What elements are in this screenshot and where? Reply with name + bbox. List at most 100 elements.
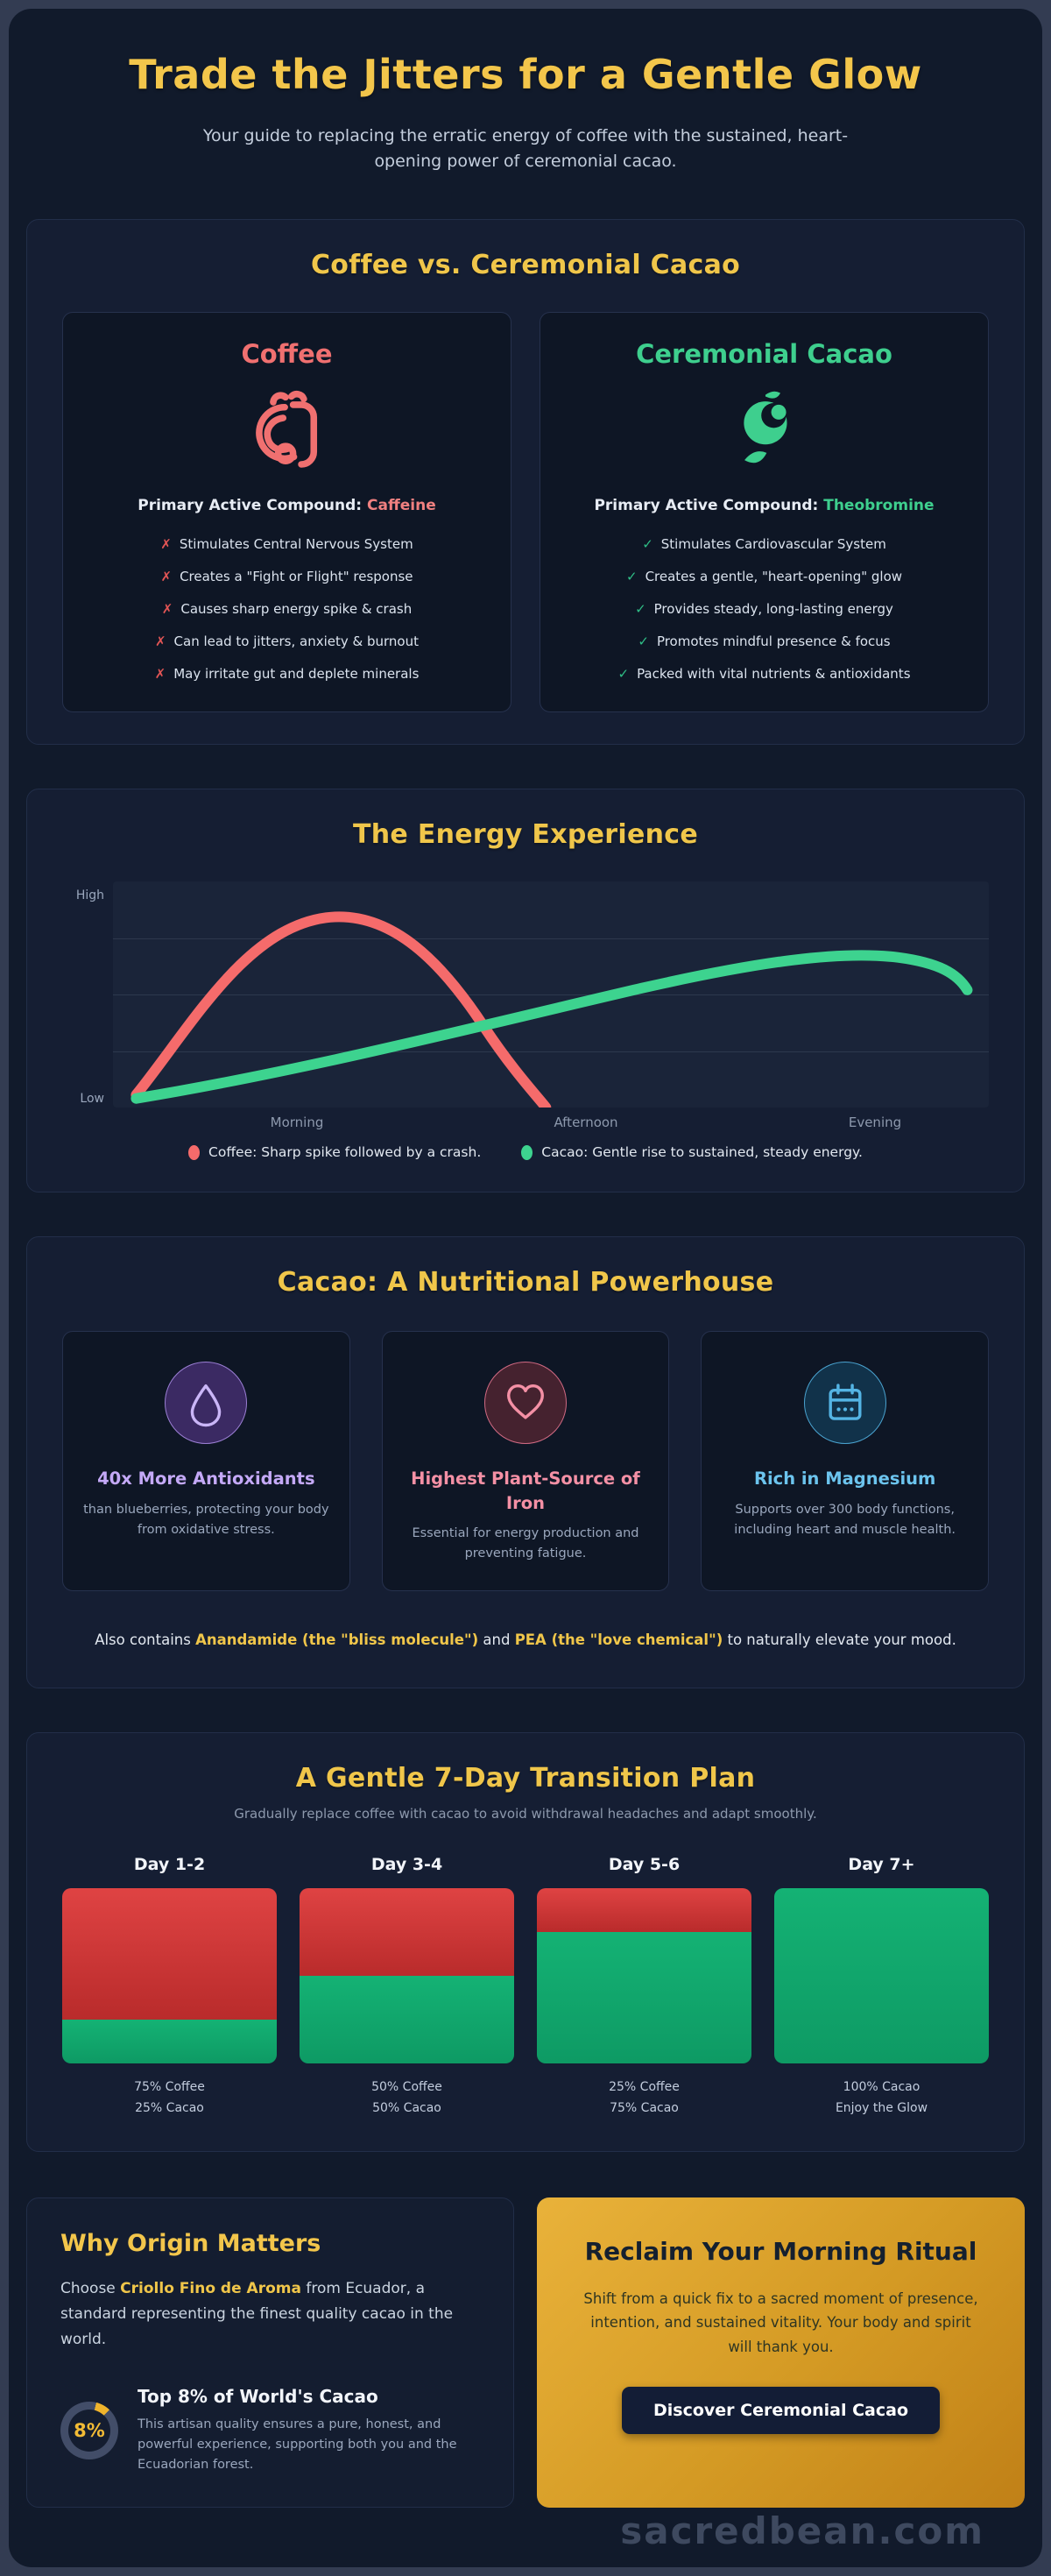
caption-line1: 100% Cacao	[843, 2080, 921, 2095]
cross-icon: ✗	[154, 633, 166, 650]
cacao-legend-label: Cacao: Gentle rise to sustained, steady …	[541, 1144, 863, 1161]
coffee-compound-value: Caffeine	[367, 496, 436, 514]
x-axis: Morning Afternoon Evening	[113, 1115, 989, 1137]
day-column-3: Day 5-6 25% Coffee 75% Cacao	[537, 1855, 751, 2120]
discover-cacao-button[interactable]: Discover Ceremonial Cacao	[622, 2386, 940, 2434]
cacao-point-text: Packed with vital nutrients & antioxidan…	[637, 666, 911, 683]
y-axis-label-high: High	[75, 888, 104, 903]
check-icon: ✓	[642, 536, 653, 553]
cross-icon: ✗	[160, 536, 172, 553]
legend-item-coffee: Coffee: Sharp spike followed by a crash.	[188, 1144, 481, 1160]
caption-line2: 25% Cacao	[135, 2101, 204, 2116]
energy-heading: The Energy Experience	[353, 819, 698, 851]
antioxidants-title: 40x More Antioxidants	[97, 1468, 315, 1490]
check-icon: ✓	[638, 633, 649, 650]
coffee-point-text: Creates a "Fight or Flight" response	[180, 569, 413, 585]
energy-chart: High Low	[62, 881, 989, 1108]
droplet-icon	[191, 1384, 222, 1427]
coffee-compound: Primary Active Compound: Caffeine	[86, 495, 488, 518]
coffee-curve	[136, 917, 546, 1108]
cross-icon: ✗	[161, 601, 173, 618]
gridline	[113, 1051, 989, 1052]
caption-line1: 25% Coffee	[609, 2080, 680, 2095]
mood-footnote: Also contains Anandamide (the "bliss mol…	[79, 1628, 972, 1652]
page-subtitle: Your guide to replacing the erratic ener…	[202, 125, 849, 172]
day-column-4: Day 7+ 100% Cacao Enjoy the Glow	[774, 1855, 989, 2120]
coffee-point: ✗ Creates a "Fight or Flight" response	[86, 569, 488, 584]
day-label: Day 5-6	[608, 1855, 681, 1875]
cacao-point: ✓ Packed with vital nutrients & antioxida…	[563, 666, 965, 682]
cacao-point: ✓ Promotes mindful presence & focus	[563, 633, 965, 649]
eight-percent-donut-chart: 8%	[60, 2401, 118, 2459]
check-icon: ✓	[635, 601, 646, 618]
stacked-bar	[62, 1888, 277, 2064]
cta-body: Shift from a quick fix to a sacred momen…	[583, 2290, 978, 2355]
cta-heading: Reclaim Your Morning Ritual	[584, 2236, 977, 2266]
coffee-point-text: Causes sharp energy spike & crash	[180, 601, 413, 618]
calendar-icon	[829, 1384, 862, 1421]
stacked-bar	[300, 1888, 514, 2064]
donut-value: 8%	[74, 2419, 105, 2441]
day-label: Day 3-4	[370, 1855, 443, 1875]
cacao-point-text: Creates a gentle, "heart-opening" glow	[645, 569, 903, 585]
legend-item-cacao: Cacao: Gentle rise to sustained, steady …	[521, 1144, 863, 1160]
x-axis-label-afternoon: Afternoon	[554, 1115, 618, 1131]
cacao-card-title: Ceremonial Cacao	[636, 338, 892, 369]
cacao-point: ✓ Creates a gentle, "heart-opening" glow	[563, 569, 965, 584]
header: Trade the Jitters for a Gentle Glow Your…	[26, 49, 1025, 175]
caption-line2: Enjoy the Glow	[835, 2101, 928, 2116]
coffee-point-text: Stimulates Central Nervous System	[179, 536, 413, 553]
cacao-card: Ceremonial Cacao Primary Active Compound…	[540, 311, 989, 713]
gridline	[113, 994, 989, 996]
nutrition-section: Cacao: A Nutritional Powerhouse 40x More…	[26, 1236, 1025, 1689]
cacao-curve	[136, 956, 967, 1099]
origin-paragraph: Choose Criollo Fino de Aroma from Ecuado…	[60, 2276, 480, 2353]
caption-line1: 50% Coffee	[371, 2080, 442, 2095]
icon-circle	[803, 1362, 886, 1445]
footnote-prefix: Also contains	[95, 1631, 196, 1649]
transition-heading: A Gentle 7-Day Transition Plan	[295, 1763, 756, 1794]
coffee-point: ✗ Stimulates Central Nervous System	[86, 536, 488, 552]
cacao-legend-dot	[521, 1144, 533, 1160]
coffee-point: ✗ May irritate gut and deplete minerals	[86, 666, 488, 682]
page-title: Trade the Jitters for a Gentle Glow	[129, 51, 922, 98]
day-caption: 25% Coffee 75% Cacao	[537, 2077, 751, 2120]
coffee-segment	[300, 1888, 514, 1977]
heart-icon	[506, 1384, 544, 1419]
cta-section: Reclaim Your Morning Ritual Shift from a…	[537, 2197, 1025, 2509]
coffee-compound-label: Primary Active Compound:	[138, 496, 363, 514]
cacao-point-text: Promotes mindful presence & focus	[656, 633, 891, 650]
comparison-heading: Coffee vs. Ceremonial Cacao	[310, 249, 741, 280]
transition-subtitle: Gradually replace coffee with cacao to a…	[234, 1806, 817, 1822]
stat-body: This artisan quality ensures a pure, hon…	[138, 2417, 457, 2472]
cacao-point: ✓ Stimulates Cardiovascular System	[563, 536, 965, 552]
x-axis-label-evening: Evening	[848, 1115, 902, 1131]
cacao-pod-icon	[743, 391, 787, 463]
check-icon: ✓	[617, 666, 630, 683]
watermark: sacredbean.com	[620, 2509, 984, 2552]
x-axis-label-morning: Morning	[270, 1115, 324, 1131]
check-icon: ✓	[625, 569, 638, 585]
cross-icon: ✗	[160, 569, 173, 585]
coffee-points-list: ✗ Stimulates Central Nervous System ✗ Crea…	[86, 536, 488, 682]
magnesium-body: Supports over 300 body functions, includ…	[734, 1502, 956, 1537]
magnesium-title: Rich in Magnesium	[753, 1468, 936, 1490]
day-column-1: Day 1-2 75% Coffee 25% Cacao	[62, 1855, 277, 2120]
energy-plot-area	[113, 881, 989, 1108]
chart-legend: Coffee: Sharp spike followed by a crash.…	[62, 1144, 989, 1160]
pea-highlight: PEA (the "love chemical")	[514, 1631, 723, 1649]
anandamide-highlight: Anandamide (the "bliss molecule")	[195, 1631, 479, 1649]
cacao-compound-value: Theobromine	[823, 496, 935, 514]
y-axis-label-low: Low	[80, 1092, 104, 1107]
iron-title: Highest Plant-Source of Iron	[411, 1468, 640, 1513]
stacked-bar	[537, 1888, 751, 2064]
magnesium-card: Rich in Magnesium Supports over 300 body…	[701, 1331, 989, 1592]
cacao-compound-label: Primary Active Compound:	[594, 496, 819, 514]
transition-bars: Day 1-2 75% Coffee 25% Cacao Day 3-4 50%	[62, 1855, 989, 2120]
cacao-compound: Primary Active Compound: Theobromine	[563, 495, 965, 518]
origin-section: Why Origin Matters Choose Criollo Fino d…	[26, 2197, 514, 2509]
transition-section: A Gentle 7-Day Transition Plan Gradually…	[26, 1732, 1025, 2152]
antioxidants-body: than blueberries, protecting your body f…	[83, 1502, 329, 1537]
comparison-section: Coffee vs. Ceremonial Cacao Coffee Prima…	[26, 218, 1025, 746]
iron-card: Highest Plant-Source of Iron Essential f…	[381, 1331, 670, 1592]
